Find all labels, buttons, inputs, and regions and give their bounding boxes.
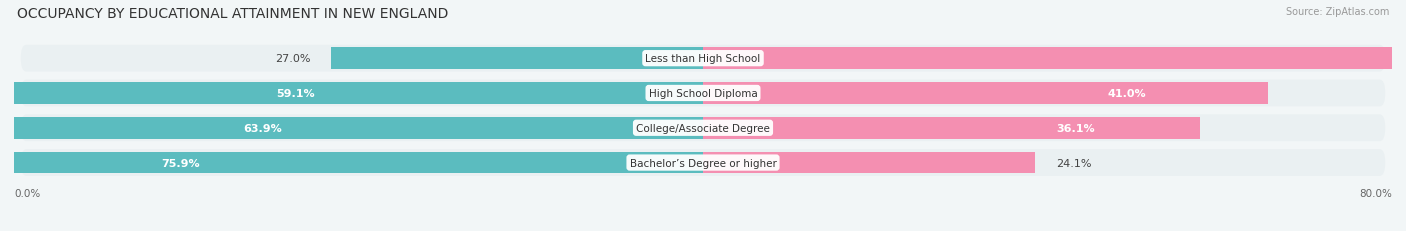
Text: 41.0%: 41.0% <box>1108 88 1146 99</box>
Bar <box>703 152 1035 174</box>
Text: 36.1%: 36.1% <box>1057 123 1095 133</box>
Text: 27.0%: 27.0% <box>274 54 311 64</box>
FancyBboxPatch shape <box>21 80 1385 107</box>
Legend: Owner-occupied, Renter-occupied: Owner-occupied, Renter-occupied <box>588 228 818 231</box>
Text: 80.0%: 80.0% <box>1360 188 1392 198</box>
Bar <box>0 118 703 139</box>
Text: 63.9%: 63.9% <box>243 123 283 133</box>
FancyBboxPatch shape <box>21 115 1385 142</box>
Text: Bachelor’s Degree or higher: Bachelor’s Degree or higher <box>630 158 776 168</box>
Text: 75.9%: 75.9% <box>160 158 200 168</box>
Text: OCCUPANCY BY EDUCATIONAL ATTAINMENT IN NEW ENGLAND: OCCUPANCY BY EDUCATIONAL ATTAINMENT IN N… <box>17 7 449 21</box>
Text: Less than High School: Less than High School <box>645 54 761 64</box>
Bar <box>330 48 703 70</box>
Text: Source: ZipAtlas.com: Source: ZipAtlas.com <box>1285 7 1389 17</box>
Text: High School Diploma: High School Diploma <box>648 88 758 99</box>
Bar <box>703 118 1201 139</box>
Bar <box>0 83 703 104</box>
Text: 24.1%: 24.1% <box>1056 158 1091 168</box>
Text: 59.1%: 59.1% <box>277 88 315 99</box>
Text: College/Associate Degree: College/Associate Degree <box>636 123 770 133</box>
FancyBboxPatch shape <box>21 46 1385 72</box>
Bar <box>703 48 1406 70</box>
Bar <box>0 152 703 174</box>
Text: 0.0%: 0.0% <box>14 188 41 198</box>
FancyBboxPatch shape <box>21 149 1385 176</box>
Bar <box>703 83 1268 104</box>
